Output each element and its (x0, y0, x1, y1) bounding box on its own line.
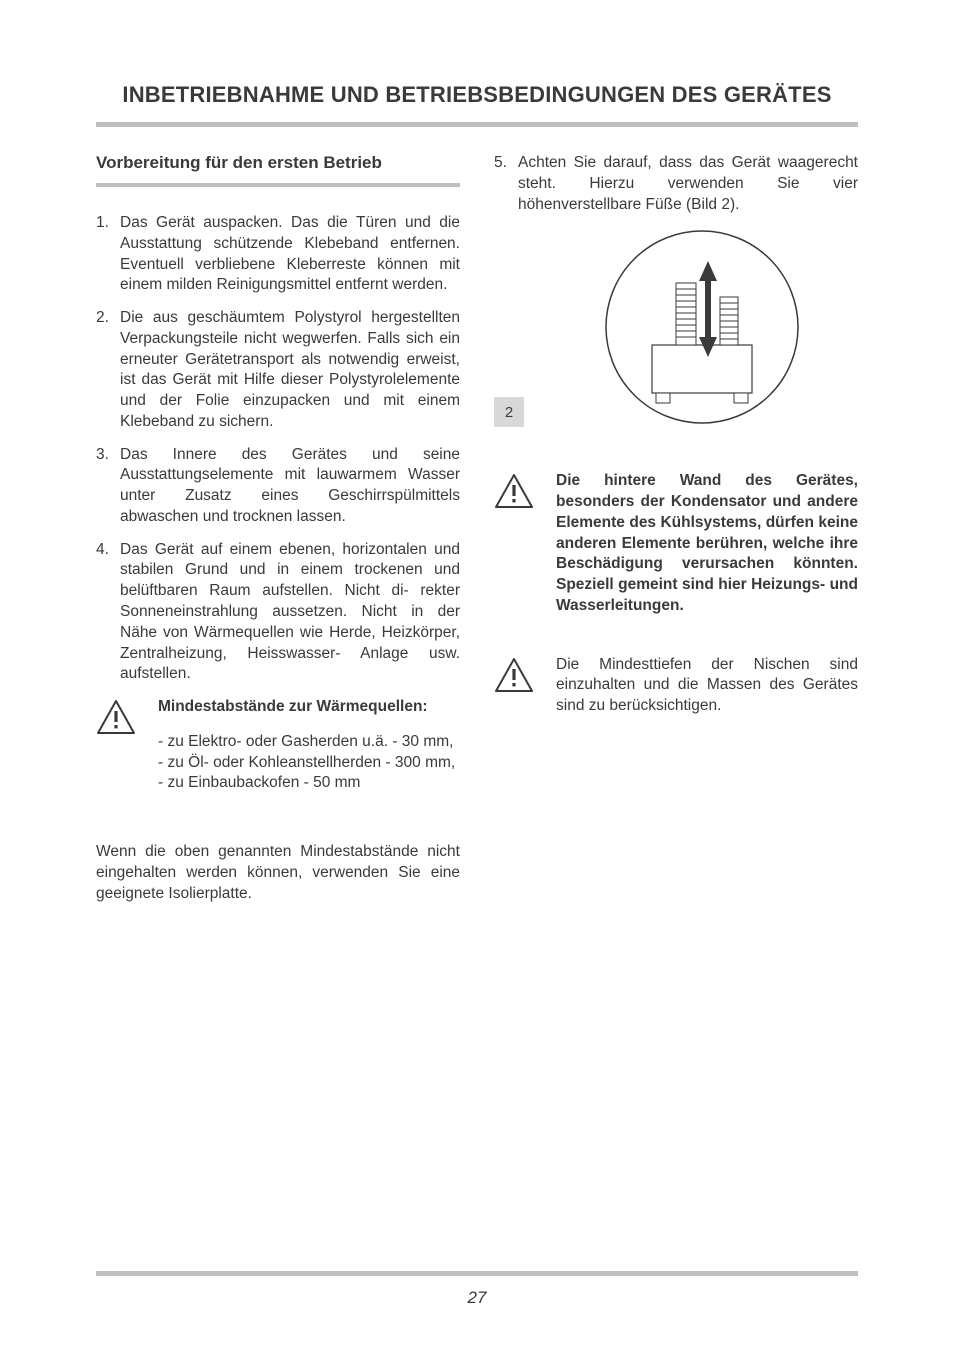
min-dist-lead: Mindestabstände zur Wärmequellen: (158, 697, 460, 718)
footer-rule (96, 1271, 858, 1276)
min-dist-line-3: - zu Einbaubackofen - 50 mm (158, 773, 460, 794)
warning-icon (494, 471, 538, 616)
step-5: Achten Sie darauf, dass das Gerät waager… (494, 153, 858, 215)
rear-wall-text: Die hintere Wand des Gerätes, besonders … (556, 472, 858, 614)
callout-min-distances-text: Mindestabstände zur Wärmequellen: - zu E… (158, 697, 460, 794)
figure-number-badge: 2 (494, 397, 524, 427)
callout-niche-text: Die Mindesttiefen der Nischen sind einzu… (556, 655, 858, 717)
step-4: Das Gerät auf einem ebenen, horizontalen… (96, 540, 460, 685)
preparation-steps: Das Gerät auspacken. Das die Türen und d… (96, 213, 460, 685)
section-rule (96, 183, 460, 187)
column-left: Vorbereitung für den ersten Betrieb Das … (96, 153, 460, 904)
preparation-steps-cont: Achten Sie darauf, dass das Gerät waager… (494, 153, 858, 215)
step-2: Die aus geschäumtem Polystyrol hergestel… (96, 308, 460, 433)
niche-text: Die Mindesttiefen der Nischen sind einzu… (556, 656, 858, 715)
callout-min-distances: Mindestabstände zur Wärmequellen: - zu E… (96, 697, 460, 794)
min-dist-line-2: - zu Öl- oder Kohleanstellherden - 300 m… (158, 753, 460, 774)
warning-icon (494, 655, 538, 717)
callout-rear-wall-text: Die hintere Wand des Gerätes, besonders … (556, 471, 858, 616)
callout-rear-wall: Die hintere Wand des Gerätes, besonders … (494, 471, 858, 616)
two-column-layout: Vorbereitung für den ersten Betrieb Das … (96, 153, 858, 904)
callout-niche: Die Mindesttiefen der Nischen sind einzu… (494, 655, 858, 717)
page: INBETRIEBNAHME UND BETRIEBSBEDINGUNGEN D… (0, 0, 954, 1354)
step-1: Das Gerät auspacken. Das die Türen und d… (96, 213, 460, 296)
figure-2-row: 2 (494, 227, 858, 427)
page-number: 27 (0, 1288, 954, 1308)
figure-2-illustration (546, 227, 858, 427)
isolate-plate-paragraph: Wenn die oben genannten Mindestabstände … (96, 842, 460, 904)
step-3: Das Innere des Gerätes und seine Ausstat… (96, 445, 460, 528)
page-title: INBETRIEBNAHME UND BETRIEBSBEDINGUNGEN D… (96, 82, 858, 108)
section-heading: Vorbereitung für den ersten Betrieb (96, 153, 460, 173)
warning-icon (96, 697, 140, 794)
min-dist-line-1: - zu Elektro- oder Gasherden u.ä. - 30 m… (158, 732, 460, 753)
column-right: Achten Sie darauf, dass das Gerät waager… (494, 153, 858, 904)
title-rule (96, 122, 858, 127)
